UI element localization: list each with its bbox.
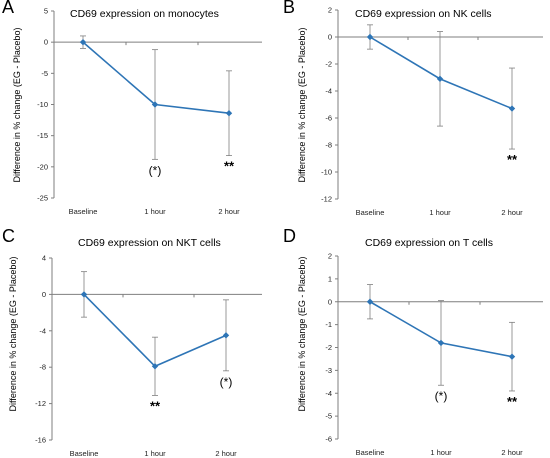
y-tick-label: -4 xyxy=(325,389,332,398)
data-point xyxy=(151,363,159,370)
x-tick-label: Baseline xyxy=(356,448,385,457)
chart-plot: 2 1 0 -1 -2 -3 -4 -5 -6 Baseline 1 hour 2 hour (*) ** xyxy=(325,252,543,457)
significance-label: ** xyxy=(150,398,161,413)
y-tick-label: 1 xyxy=(328,274,332,283)
y-tick-label: 4 xyxy=(42,254,46,263)
chart-panel-d: D CD69 expression on T cells Difference … xyxy=(275,226,550,458)
data-point xyxy=(508,353,516,360)
chart-plot: 5 0 -5 -10 -15 -20 -25 Baseline 1 hour 2 hour (*) *… xyxy=(37,7,262,216)
y-tick-label: 0 xyxy=(328,297,332,306)
significance-label: ** xyxy=(507,152,518,167)
y-tick-label: -15 xyxy=(37,131,48,140)
x-tick-label: 2 hour xyxy=(215,449,237,458)
y-tick-label: -2 xyxy=(325,60,332,69)
chart-plot: 4 0 -4 -8 -12 -16 Baseline 1 hour 2 hour ** (*) xyxy=(35,254,262,458)
chart-panel-a: A CD69 expression on monocytes Differenc… xyxy=(0,0,275,229)
y-tick-label: -10 xyxy=(321,168,332,177)
y-tick-label: 0 xyxy=(42,290,46,299)
chart-title: CD69 expression on NK cells xyxy=(355,8,492,20)
significance-label: (*) xyxy=(220,375,233,389)
chart-title: CD69 expression on monocytes xyxy=(70,8,219,20)
significance-label: (*) xyxy=(149,163,162,177)
y-tick-label: 2 xyxy=(328,252,332,261)
panel-letter: D xyxy=(283,226,296,246)
data-point xyxy=(366,33,374,41)
y-tick-label: -10 xyxy=(37,100,48,109)
data-point xyxy=(225,110,233,117)
x-tick-label: 1 hour xyxy=(144,449,166,458)
y-tick-label: -8 xyxy=(39,363,46,372)
chart-title: CD69 expression on T cells xyxy=(365,237,494,249)
y-tick-label: -16 xyxy=(35,436,46,445)
data-point xyxy=(508,105,516,112)
y-tick-label: -8 xyxy=(325,141,332,150)
x-tick-label: 2 hour xyxy=(218,207,240,216)
significance-label: ** xyxy=(507,394,518,409)
y-tick-label: 2 xyxy=(328,6,332,15)
y-tick-label: -4 xyxy=(39,326,46,335)
data-point xyxy=(436,75,444,83)
y-tick-label: -3 xyxy=(325,366,332,375)
panel-letter: A xyxy=(2,0,15,17)
y-tick-label: -1 xyxy=(325,320,332,329)
data-point xyxy=(222,332,230,339)
x-tick-label: 2 hour xyxy=(501,208,523,217)
y-tick-label: -5 xyxy=(41,69,48,78)
panel-letter: B xyxy=(283,0,296,17)
panel-letter: C xyxy=(2,226,15,246)
x-tick-label: 1 hour xyxy=(144,207,166,216)
y-tick-label: -5 xyxy=(325,412,332,421)
series-line xyxy=(369,36,513,110)
y-tick-label: -4 xyxy=(325,87,332,96)
x-tick-label: 1 hour xyxy=(430,448,452,457)
x-tick-label: Baseline xyxy=(356,208,385,217)
chart-plot: 2 0 -2 -4 -6 -8 -10 -12 Baseline 1 hour 2 hour ** xyxy=(321,6,543,217)
y-tick-label: 0 xyxy=(328,33,332,42)
y-tick-label: 0 xyxy=(44,38,48,47)
y-tick-label: -2 xyxy=(325,343,332,352)
data-point xyxy=(79,38,87,46)
chart-panel-c: C CD69 expression on NKT cells Differenc… xyxy=(0,226,275,458)
y-tick-label: -12 xyxy=(321,195,332,204)
y-tick-label: -6 xyxy=(325,114,332,123)
significance-label: (*) xyxy=(435,389,448,403)
chart-panel-b: B CD69 expression on NK cells Difference… xyxy=(275,0,550,229)
y-tick-label: -25 xyxy=(37,194,48,203)
y-tick-label: -12 xyxy=(35,399,46,408)
data-point xyxy=(366,298,374,305)
x-tick-label: 1 hour xyxy=(429,208,451,217)
data-point xyxy=(151,101,159,108)
chart-title: CD69 expression on NKT cells xyxy=(78,237,221,249)
data-point xyxy=(80,291,88,298)
y-tick-label: 5 xyxy=(44,7,48,16)
significance-label: ** xyxy=(224,159,235,174)
x-tick-label: Baseline xyxy=(69,207,98,216)
y-tick-label: -6 xyxy=(325,435,332,444)
x-tick-label: Baseline xyxy=(70,449,99,458)
data-point xyxy=(437,339,445,347)
y-tick-label: -20 xyxy=(37,162,48,171)
x-tick-label: 2 hour xyxy=(501,448,523,457)
